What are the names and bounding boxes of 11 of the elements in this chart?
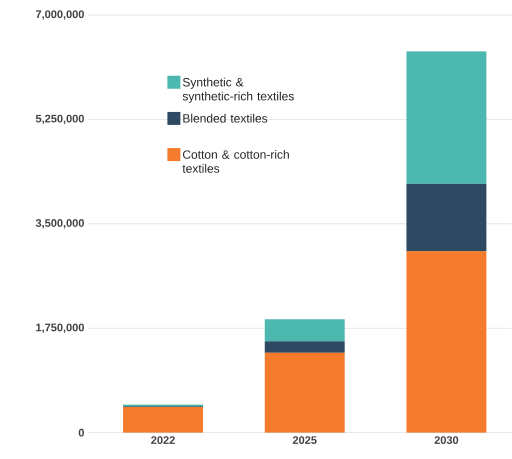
legend-label: Cotton & cotton-rich textiles [182,150,289,173]
legend-label: Synthetic & synthetic-rich textiles [182,78,294,104]
legend-label: Blended textiles [183,114,268,123]
x-tick-label: 2030 [434,436,458,444]
x-tick-label: 2025 [292,436,317,444]
y-tick-label: 1,750,000 [36,324,84,334]
y-tick-label: 0 [78,428,84,437]
y-tick-label: 5,250,000 [36,114,84,124]
y-tick-label: 3,500,000 [36,219,84,229]
x-tick-label: 2022 [151,436,175,444]
y-tick-label: 7,000,000 [36,10,84,20]
